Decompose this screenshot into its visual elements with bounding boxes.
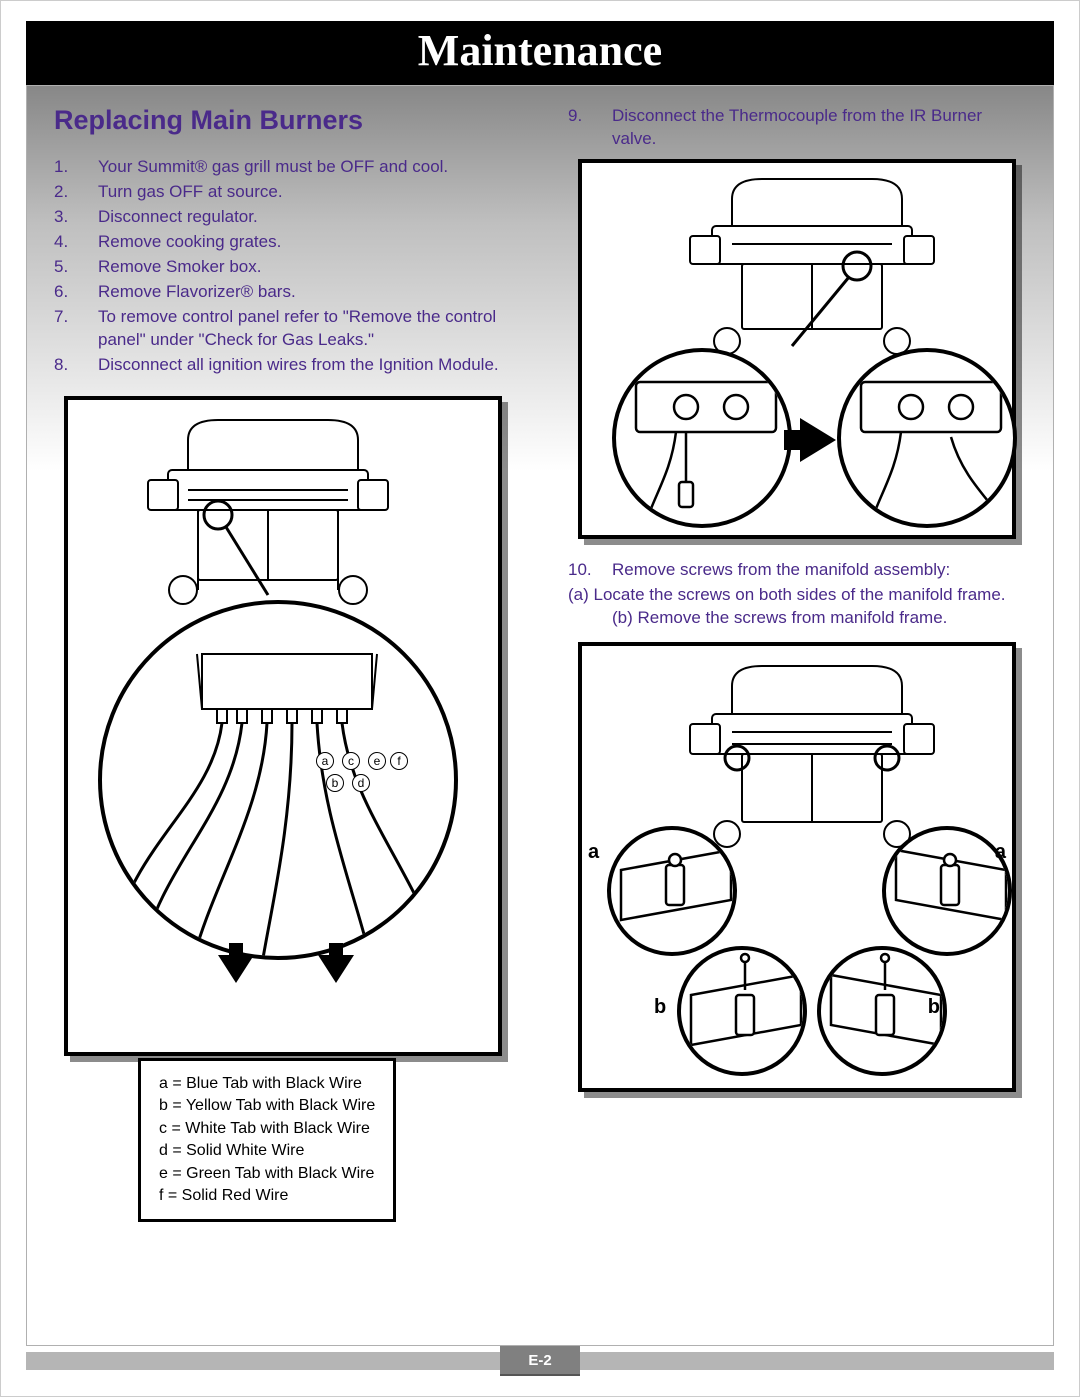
callout-a-left: a — [588, 841, 599, 864]
grill-illustration — [138, 410, 398, 610]
step-text: Disconnect regulator. — [98, 206, 258, 229]
detail-circle-wires — [98, 600, 458, 960]
step-text: Remove screws from the manifold assembly… — [612, 559, 950, 582]
step-5: 5.Remove Smoker box. — [54, 256, 512, 279]
step-num: 8. — [54, 354, 98, 377]
step-3: 3.Disconnect regulator. — [54, 206, 512, 229]
steps-list-right-1: 9.Disconnect the Thermocouple from the I… — [568, 105, 1026, 151]
callout-b-left: b — [654, 996, 666, 1019]
footer-bar-right — [580, 1352, 1054, 1370]
figure-3: a a b b — [578, 642, 1016, 1092]
section-title: Replacing Main Burners — [54, 105, 512, 136]
step-num: 6. — [54, 281, 98, 304]
legend-line: a = Blue Tab with Black Wire — [159, 1073, 375, 1095]
step-text: Remove Smoker box. — [98, 256, 261, 279]
step-10: 10.Remove screws from the manifold assem… — [568, 559, 1026, 582]
step-8: 8.Disconnect all ignition wires from the… — [54, 354, 512, 377]
step-text: Disconnect all ignition wires from the I… — [98, 354, 499, 377]
page-footer: E-2 — [26, 1346, 1054, 1376]
step-1: 1.Your Summit® gas grill must be OFF and… — [54, 156, 512, 179]
step-text: Remove Flavorizer® bars. — [98, 281, 296, 304]
step-10a: (a) Locate the screws on both sides of t… — [568, 584, 1026, 607]
grill-illustration — [682, 656, 942, 856]
step-num: 10. — [568, 559, 612, 582]
step-num: 2. — [54, 181, 98, 204]
callout-b-right: b — [928, 996, 940, 1019]
legend-line: e = Green Tab with Black Wire — [159, 1163, 375, 1185]
figure-1: a b c d e f a = Blue Tab with Black Wire… — [64, 396, 502, 1056]
content-area: Replacing Main Burners 1.Your Summit® ga… — [26, 85, 1054, 1346]
step-num: 9. — [568, 105, 612, 151]
step-7: 7.To remove control panel refer to "Remo… — [54, 306, 512, 352]
arrow-down-icon — [318, 955, 354, 983]
detail-circle-b-left — [677, 946, 807, 1076]
arrow-down-icon — [218, 955, 254, 983]
step-6: 6.Remove Flavorizer® bars. — [54, 281, 512, 304]
step-2: 2.Turn gas OFF at source. — [54, 181, 512, 204]
detail-circle-thermo-after — [837, 348, 1017, 528]
step-text: Remove cooking grates. — [98, 231, 281, 254]
step-text: To remove control panel refer to "Remove… — [98, 306, 512, 352]
legend-line: f = Solid Red Wire — [159, 1185, 375, 1207]
arrow-right-icon — [800, 418, 836, 462]
step-9: 9.Disconnect the Thermocouple from the I… — [568, 105, 1026, 151]
page-banner: Maintenance — [26, 21, 1054, 85]
legend-line: c = White Tab with Black Wire — [159, 1118, 375, 1140]
detail-circle-a-right — [882, 826, 1012, 956]
step-4: 4.Remove cooking grates. — [54, 231, 512, 254]
detail-circle-a-left — [607, 826, 737, 956]
left-column: Replacing Main Burners 1.Your Summit® ga… — [26, 85, 540, 1346]
step-num: 5. — [54, 256, 98, 279]
step-text: Your Summit® gas grill must be OFF and c… — [98, 156, 448, 179]
step-10b: (b) Remove the screws from manifold fram… — [612, 607, 1026, 630]
footer-bar-left — [26, 1352, 500, 1370]
legend-line: b = Yellow Tab with Black Wire — [159, 1095, 375, 1117]
grill-illustration — [682, 171, 942, 361]
step-num: 3. — [54, 206, 98, 229]
step-text: Turn gas OFF at source. — [98, 181, 283, 204]
callout-a-right: a — [995, 841, 1006, 864]
step-num: 4. — [54, 231, 98, 254]
step-text: Disconnect the Thermocouple from the IR … — [612, 105, 1026, 151]
steps-list-left: 1.Your Summit® gas grill must be OFF and… — [54, 156, 512, 376]
steps-list-right-2: 10.Remove screws from the manifold assem… — [568, 559, 1026, 582]
banner-title: Maintenance — [418, 26, 662, 75]
legend-line: d = Solid White Wire — [159, 1140, 375, 1162]
step-num: 7. — [54, 306, 98, 352]
step-num: 1. — [54, 156, 98, 179]
page-number-box: E-2 — [500, 1346, 580, 1376]
page-number: E-2 — [528, 1352, 551, 1369]
figure-2 — [578, 159, 1016, 539]
wire-legend-box: a = Blue Tab with Black Wire b = Yellow … — [138, 1058, 396, 1222]
right-column: 9.Disconnect the Thermocouple from the I… — [540, 85, 1054, 1346]
detail-circle-thermo-before — [612, 348, 792, 528]
